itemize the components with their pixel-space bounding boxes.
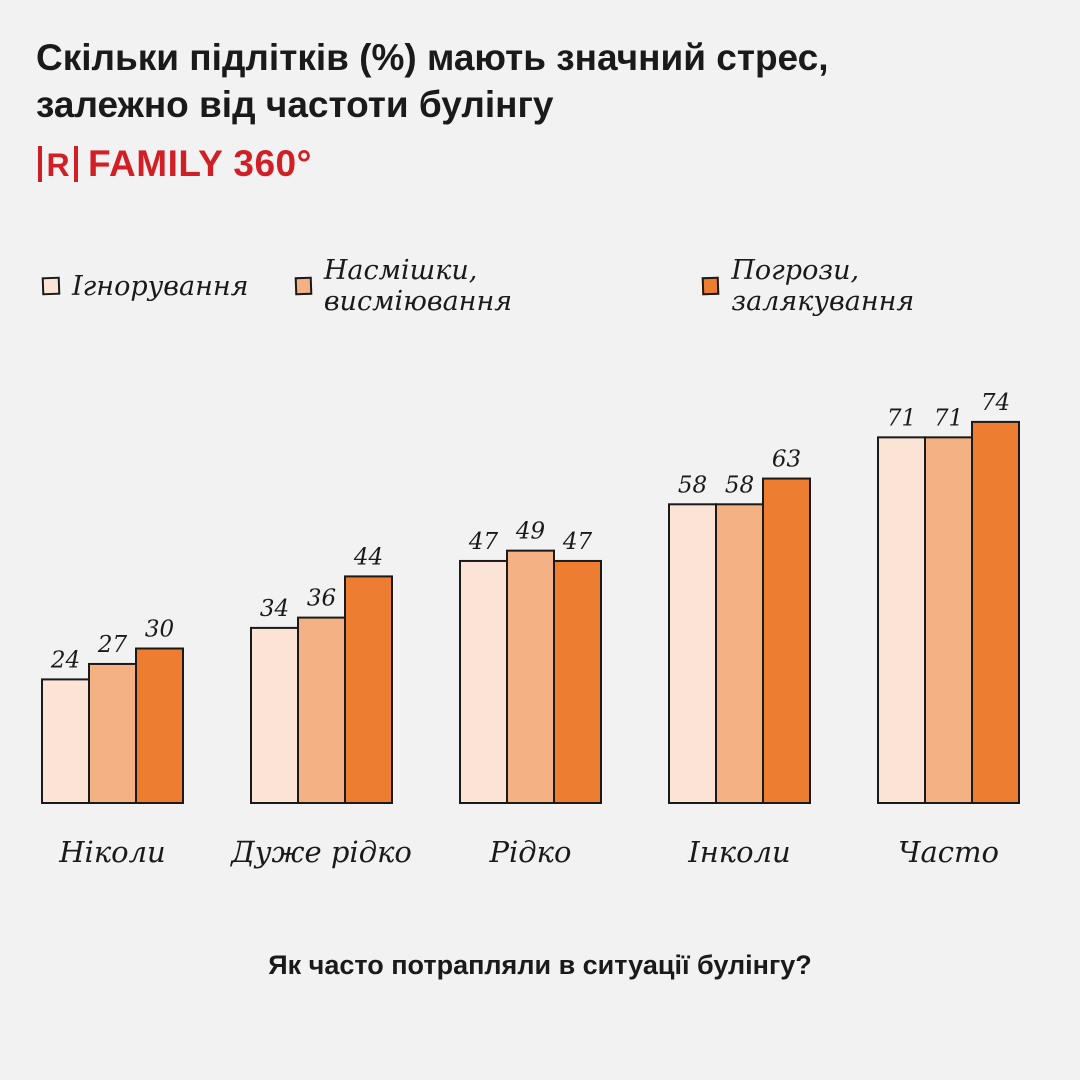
chart-title-line-2: залежно від частоти булінгу [36, 84, 554, 125]
bar-duzhe-ridko-series-2 [297, 616, 346, 804]
bar-ridko-series-1 [459, 559, 508, 805]
bar-nikoly-series-2 [88, 662, 137, 805]
data-label-ridko-series-3: 47 [562, 529, 593, 555]
chart-title-line-1: Скільки підлітків (%) мають значний стре… [36, 37, 829, 78]
data-label-duzhe-ridko-series-1: 34 [260, 596, 289, 622]
bar-chasto-series-1 [877, 436, 926, 804]
chart-title: Скільки підлітків (%) мають значний стре… [36, 34, 1036, 128]
legend-item-threats: Погрози, залякування [701, 255, 1034, 317]
legend: Ігнорування Насмішки, висміювання Погроз… [41, 255, 1080, 317]
data-label-nikoly-series-1: 24 [50, 647, 80, 673]
bar-inkoly-series-2 [715, 503, 764, 804]
x-tick-label-duzhe-ridko: Дуже рідко [229, 835, 412, 869]
x-tick-label-chasto: Часто [898, 835, 999, 869]
data-label-inkoly-series-2: 58 [725, 472, 754, 498]
bar-chasto-series-3 [971, 420, 1020, 804]
bar-nikoly-series-3 [135, 647, 184, 804]
legend-label-threats: Погрози, залякування [731, 255, 915, 317]
bar-duzhe-ridko-series-3 [344, 575, 393, 805]
legend-item-mockery: Насмішки, висміювання [294, 255, 657, 317]
x-tick-label-nikoly: Ніколи [58, 835, 165, 869]
data-label-chasto-series-3: 74 [981, 390, 1010, 416]
brand-r-icon: R [38, 146, 78, 183]
data-label-chasto-series-2: 71 [934, 405, 963, 431]
data-label-inkoly-series-3: 63 [772, 447, 801, 473]
bar-ridko-series-2 [506, 549, 555, 805]
legend-label-mockery: Насмішки, висміювання [323, 255, 513, 317]
brand-logo: R FAMILY 360° [38, 143, 312, 184]
data-label-ridko-series-2: 49 [515, 519, 545, 545]
data-label-ridko-series-1: 47 [468, 529, 499, 555]
data-label-duzhe-ridko-series-2: 36 [307, 586, 336, 612]
data-label-nikoly-series-3: 30 [145, 617, 174, 643]
data-label-duzhe-ridko-series-3: 44 [353, 544, 383, 570]
data-label-chasto-series-1: 71 [887, 405, 916, 431]
data-label-nikoly-series-2: 27 [97, 632, 128, 658]
x-axis-title: Як часто потрапляли в ситуації булінгу? [268, 950, 812, 980]
bar-ridko-series-3 [553, 559, 602, 805]
brand-logo-letter: R [46, 147, 69, 182]
legend-label-ignoring: Ігнорування [72, 270, 249, 302]
legend-item-ignoring: Ігнорування [41, 270, 249, 302]
x-tick-label-ridko: Рідко [489, 835, 572, 869]
brand-name: FAMILY 360° [88, 143, 312, 184]
bar-chasto-series-2 [924, 436, 973, 804]
x-tick-label-inkoly: Інколи [687, 835, 790, 869]
bar-duzhe-ridko-series-1 [250, 626, 299, 805]
data-label-inkoly-series-1: 58 [678, 472, 707, 498]
bar-inkoly-series-3 [762, 477, 811, 804]
bar-inkoly-series-1 [668, 503, 717, 804]
bar-nikoly-series-1 [41, 678, 90, 805]
